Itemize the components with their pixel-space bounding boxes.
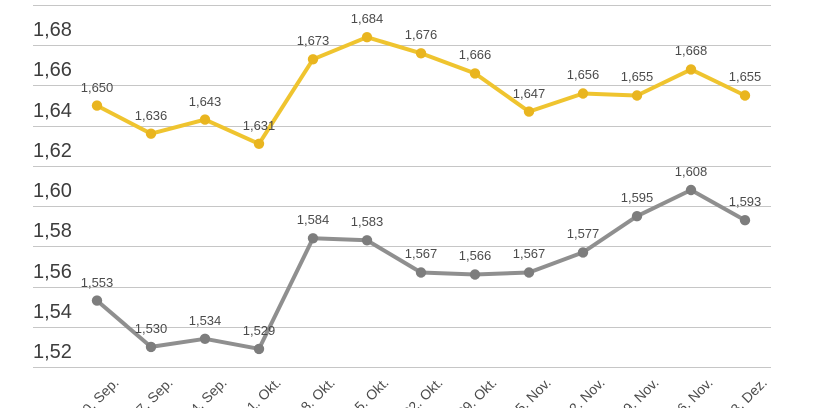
gridline — [33, 45, 771, 46]
gridline — [33, 206, 771, 207]
data-point-label: 1,655 — [620, 69, 654, 84]
upper-yellow-series-marker — [469, 68, 481, 79]
y-tick-label: 1,56 — [33, 261, 72, 283]
data-point-label: 1,583 — [350, 214, 384, 229]
data-point-label: 1,577 — [566, 226, 600, 241]
upper-yellow-series-marker — [361, 32, 373, 43]
gridline — [33, 85, 771, 86]
upper-yellow-series-marker — [415, 48, 427, 59]
upper-yellow-series-marker — [631, 90, 643, 101]
y-tick-label: 1,58 — [33, 220, 72, 242]
lower-gray-series-marker — [91, 295, 103, 306]
y-tick-label: 1,54 — [33, 301, 72, 323]
upper-yellow-series-marker — [145, 128, 157, 139]
data-point-label: 1,655 — [728, 69, 762, 84]
gridline — [33, 246, 771, 247]
upper-yellow-series-marker — [91, 100, 103, 111]
gridline — [33, 287, 771, 288]
lower-gray-series-marker — [415, 267, 427, 278]
data-point-label: 1,529 — [242, 323, 276, 338]
y-tick-label: 1,52 — [33, 341, 72, 363]
data-point-label: 1,530 — [134, 321, 168, 336]
data-point-label: 1,584 — [296, 212, 330, 227]
data-point-label: 1,676 — [404, 27, 438, 42]
lower-gray-series-marker — [631, 211, 643, 222]
gridline — [33, 166, 771, 167]
data-point-label: 1,647 — [512, 86, 546, 101]
data-point-label: 1,684 — [350, 11, 384, 26]
gridline — [33, 327, 771, 328]
upper-yellow-series-marker — [523, 106, 535, 117]
data-point-label: 1,643 — [188, 94, 222, 109]
data-point-label: 1,567 — [404, 246, 438, 261]
y-tick-label: 1,66 — [33, 59, 72, 81]
y-tick-label: 1,64 — [33, 100, 72, 122]
lower-gray-series-marker — [523, 267, 535, 278]
data-point-label: 1,566 — [458, 248, 492, 263]
data-point-label: 1,631 — [242, 118, 276, 133]
data-point-label: 1,636 — [134, 108, 168, 123]
upper-yellow-series-marker — [253, 138, 265, 149]
upper-yellow-series-marker — [685, 64, 697, 75]
data-point-label: 1,534 — [188, 313, 222, 328]
upper-yellow-series-marker — [199, 114, 211, 125]
y-tick-label: 1,68 — [33, 19, 72, 41]
data-point-label: 1,553 — [80, 275, 114, 290]
lower-gray-series-marker — [307, 233, 319, 244]
lower-gray-series-marker — [577, 247, 589, 258]
data-point-label: 1,650 — [80, 80, 114, 95]
gridline — [33, 367, 771, 368]
y-tick-label: 1,62 — [33, 140, 72, 162]
data-point-label: 1,593 — [728, 194, 762, 209]
upper-yellow-series-marker — [739, 90, 751, 101]
data-point-label: 1,608 — [674, 164, 708, 179]
upper-yellow-series-marker — [577, 88, 589, 99]
y-tick-label: 1,60 — [33, 180, 72, 202]
gridline — [33, 5, 771, 6]
data-point-label: 1,668 — [674, 43, 708, 58]
lower-gray-series-marker — [361, 235, 373, 246]
data-point-label: 1,666 — [458, 47, 492, 62]
lower-gray-series-marker — [469, 269, 481, 280]
gridline — [33, 126, 771, 127]
data-point-label: 1,595 — [620, 190, 654, 205]
lower-gray-series-marker — [199, 333, 211, 344]
data-point-label: 1,673 — [296, 33, 330, 48]
lower-gray-series-marker — [685, 184, 697, 196]
data-point-label: 1,656 — [566, 67, 600, 82]
lower-gray-series-marker — [145, 341, 157, 353]
data-point-label: 1,567 — [512, 246, 546, 261]
lower-gray-series-marker — [739, 215, 751, 226]
lower-gray-series-marker — [253, 343, 265, 355]
upper-yellow-series-marker — [307, 54, 319, 65]
